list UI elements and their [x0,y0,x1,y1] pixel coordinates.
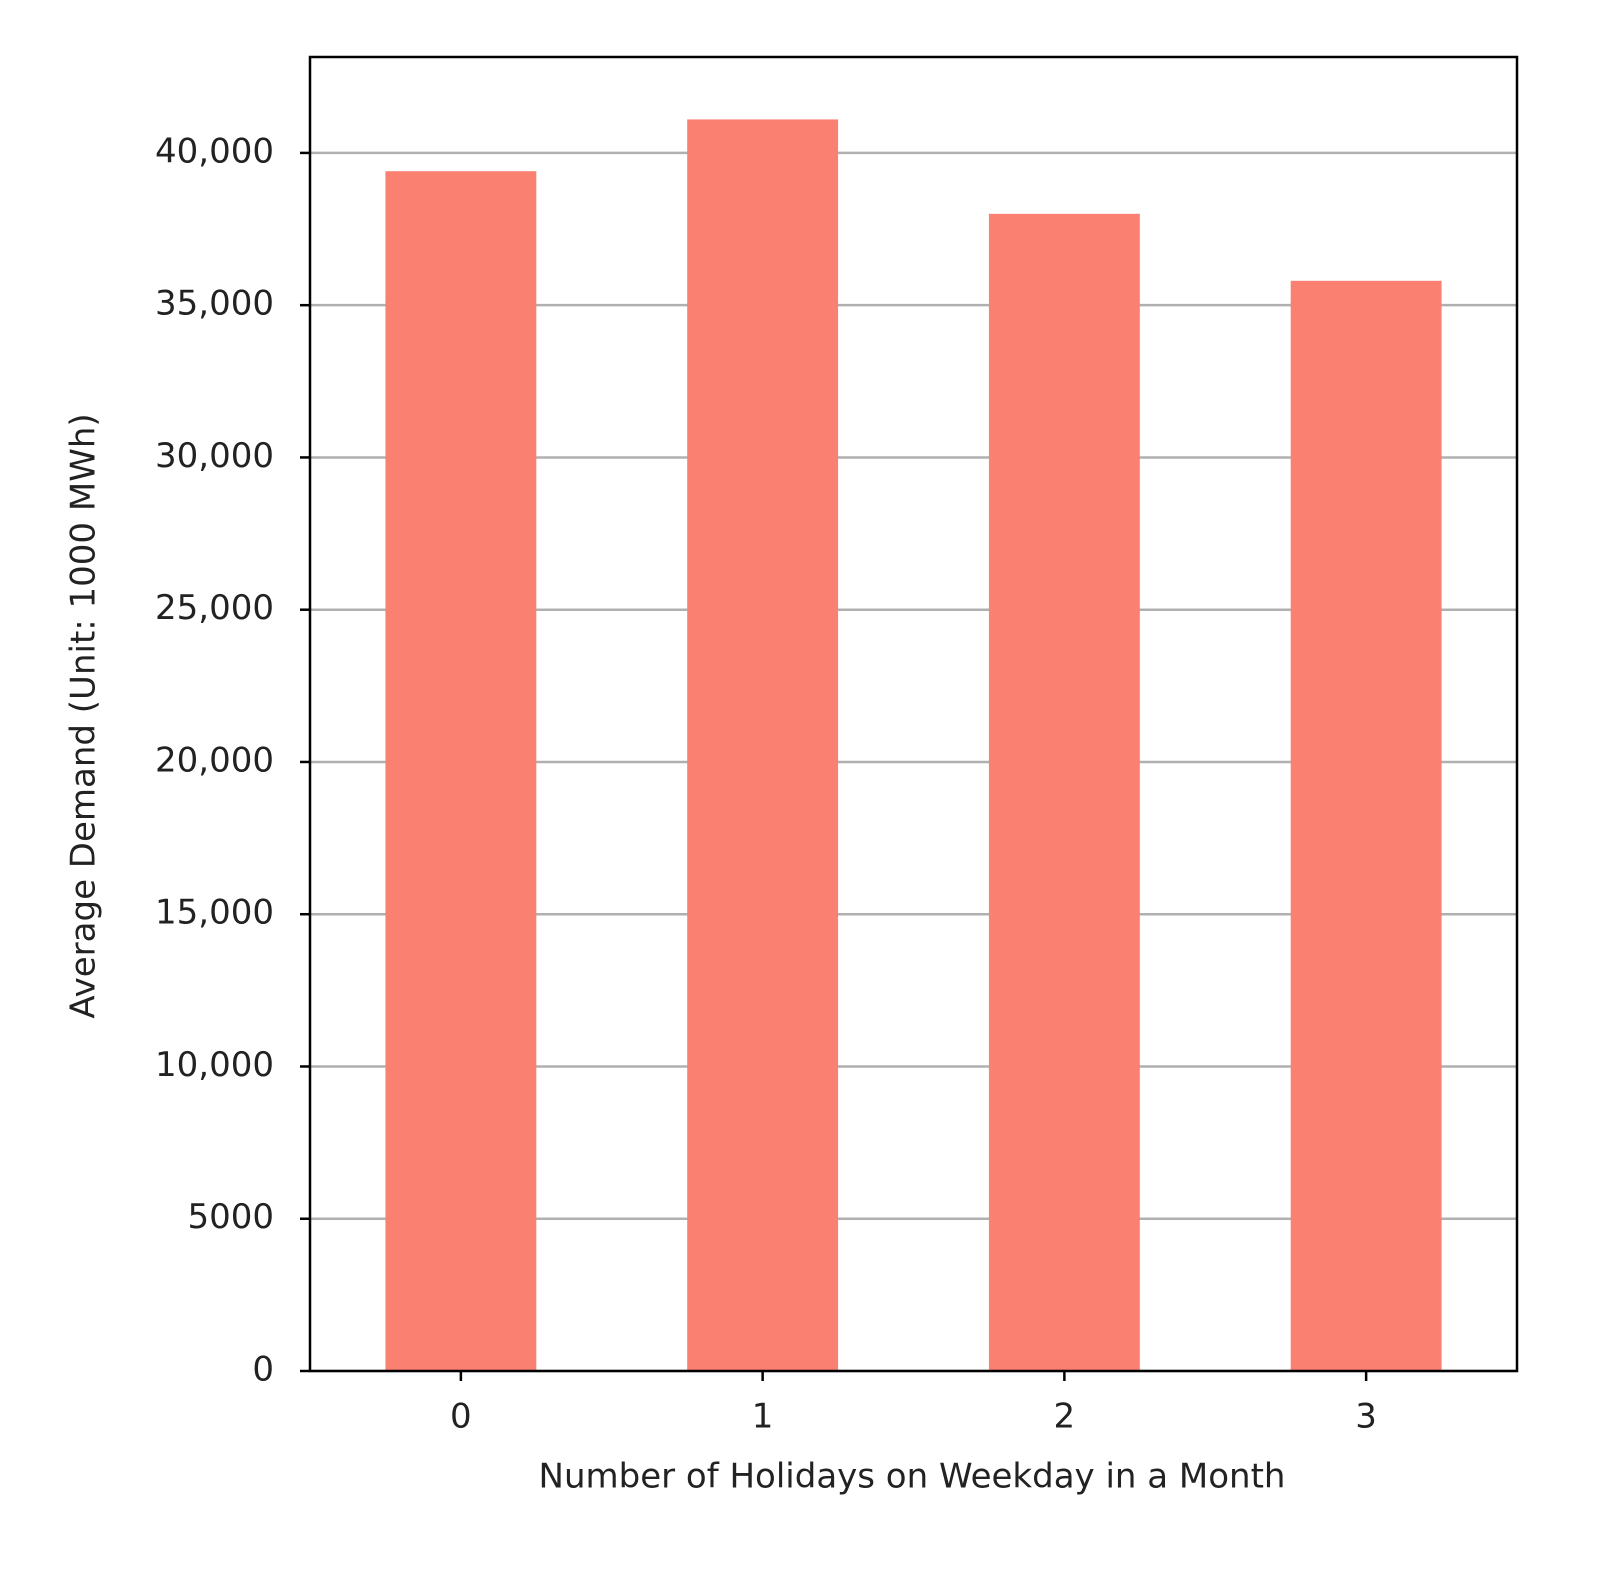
y-tick-label: 5000 [187,1197,274,1237]
y-tick-label: 35,000 [155,284,274,324]
plot-frame [308,55,1519,1373]
bar [1290,280,1442,1372]
y-tick-label: 30,000 [155,436,274,476]
y-tick-label: 40,000 [155,131,274,171]
y-tick-label: 25,000 [155,588,274,628]
y-tick-label: 20,000 [155,740,274,780]
x-axis-label: Number of Holidays on Weekday in a Month [539,1457,1286,1497]
x-tick-label: 2 [1054,1397,1076,1437]
bar [687,119,839,1372]
y-tick-label: 15,000 [155,893,274,933]
x-tick-label: 0 [450,1397,472,1437]
bar [988,213,1140,1371]
x-tick-label: 1 [752,1397,774,1437]
y-tick-label: 10,000 [155,1045,274,1085]
x-tick-label: 3 [1355,1397,1377,1437]
bar [385,171,537,1371]
y-tick-label: 0 [252,1350,274,1390]
y-axis-label: Average Demand (Unit: 1000 MWh) [64,413,104,1018]
